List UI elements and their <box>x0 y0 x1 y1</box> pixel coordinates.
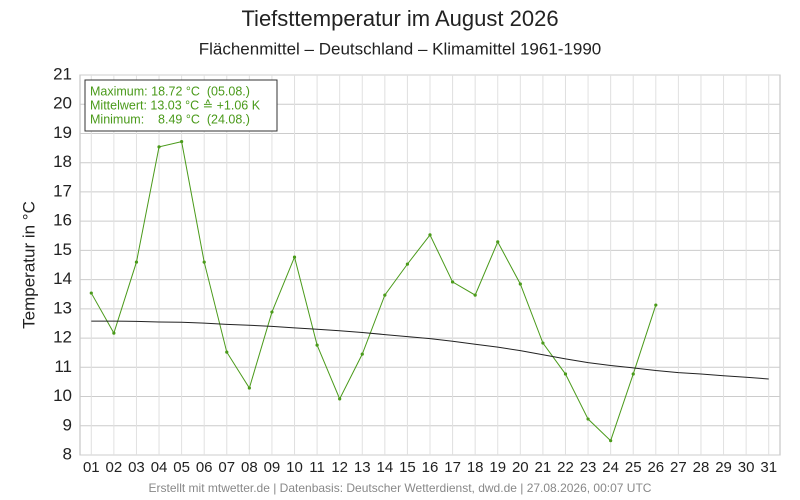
y-tick-label: 15 <box>53 240 72 259</box>
y-tick-label: 16 <box>53 211 72 230</box>
x-tick-label: 25 <box>625 459 642 476</box>
point <box>541 341 545 345</box>
x-tick-label: 19 <box>489 459 506 476</box>
x-tick-label: 06 <box>196 459 213 476</box>
point <box>518 282 522 286</box>
y-tick-label: 19 <box>53 123 72 142</box>
y-tick-label: 20 <box>53 94 72 113</box>
y-tick-label: 13 <box>53 298 72 317</box>
x-tick-label: 22 <box>557 459 574 476</box>
y-tick-label: 11 <box>54 357 72 376</box>
point <box>496 240 500 244</box>
point <box>315 343 319 347</box>
footer: Erstellt mit mtwetter.de | Datenbasis: D… <box>149 481 652 495</box>
point <box>89 291 93 295</box>
annotation: Minimum: 8.49 °C (24.08.) <box>90 112 250 126</box>
point <box>225 350 229 354</box>
point <box>292 255 297 259</box>
annotation: Mittelwert: 13.03 °C ≙ +1.06 K <box>90 98 261 112</box>
point <box>270 310 274 314</box>
point <box>405 262 410 266</box>
x-tick-label: 30 <box>738 459 755 476</box>
point <box>338 397 342 401</box>
x-tick-label: 18 <box>467 459 484 476</box>
chart-subtitle: Flächenmittel – Deutschland – Klimamitte… <box>199 39 602 58</box>
x-tick-label: 23 <box>580 459 597 476</box>
annotation: Maximum: 18.72 °C (05.08.) <box>90 84 250 98</box>
y-tick-label: 10 <box>53 386 72 405</box>
x-tick-label: 12 <box>331 459 348 476</box>
point <box>428 233 432 237</box>
x-tick-label: 11 <box>309 459 325 476</box>
point <box>654 303 658 307</box>
x-tick-label: 05 <box>173 459 190 476</box>
point <box>134 260 139 264</box>
y-axis-label: Temperatur in °C <box>19 201 38 329</box>
legend-box <box>84 79 278 132</box>
y-tick-label: 18 <box>53 152 72 171</box>
x-tick-label: 28 <box>693 459 710 476</box>
x-tick-label: 07 <box>218 459 235 476</box>
x-tick-label: 09 <box>264 459 281 476</box>
x-tick-label: 21 <box>535 459 552 476</box>
x-tick-label: 04 <box>151 459 168 476</box>
series-line <box>90 141 657 442</box>
x-tick-label: 10 <box>286 459 303 476</box>
point <box>609 439 613 443</box>
x-tick-label: 16 <box>422 459 439 476</box>
y-tick-label: 8 <box>63 444 72 463</box>
x-tick-label: 03 <box>128 459 145 476</box>
x-tick-label: 14 <box>376 459 393 476</box>
y-tick-label: 12 <box>53 328 72 347</box>
chart-title: Tiefsttemperatur im August 2026 <box>241 6 558 31</box>
point <box>383 293 387 297</box>
x-tick-label: 01 <box>83 459 100 476</box>
x-tick-label: 08 <box>241 459 258 476</box>
x-tick-label: 31 <box>760 459 777 476</box>
point <box>360 352 364 356</box>
series-line <box>91 320 769 380</box>
x-tick-label: 15 <box>399 459 416 476</box>
point <box>157 145 161 149</box>
y-tick-label: 14 <box>53 269 72 288</box>
x-tick-label: 26 <box>647 459 664 476</box>
point <box>112 331 116 335</box>
x-tick-label: 27 <box>670 459 687 476</box>
x-tick-label: 20 <box>512 459 529 476</box>
x-tick-label: 13 <box>354 459 371 476</box>
point <box>563 372 568 376</box>
y-tick-label: 17 <box>53 181 72 200</box>
y-tick-label: 21 <box>53 64 72 83</box>
point <box>473 293 477 297</box>
point <box>586 417 590 421</box>
y-tick-label: 9 <box>63 415 72 434</box>
point <box>180 140 184 144</box>
point <box>450 280 455 284</box>
x-tick-label: 29 <box>715 459 732 476</box>
point <box>202 260 206 264</box>
x-tick-label: 17 <box>444 459 461 476</box>
point <box>631 372 635 376</box>
x-tick-label: 02 <box>106 459 123 476</box>
x-tick-label: 24 <box>602 459 619 476</box>
point <box>247 386 251 390</box>
